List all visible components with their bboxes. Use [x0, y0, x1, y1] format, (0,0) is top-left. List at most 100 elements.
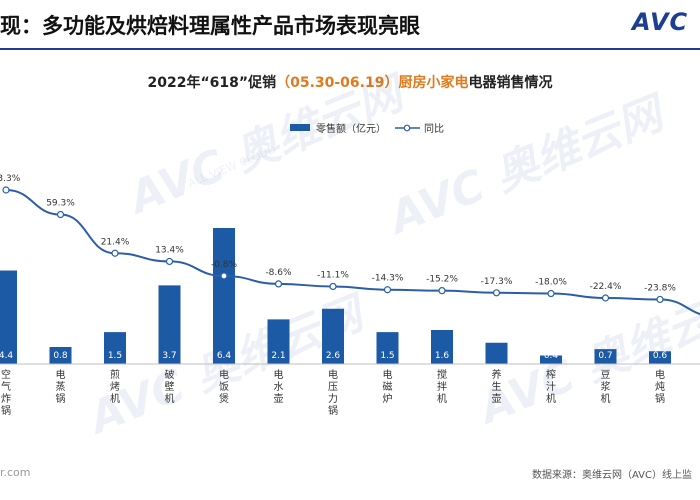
category-label-char: 养: [492, 368, 502, 381]
category-label-char: 机: [601, 392, 611, 405]
header: 现：多功能及烘焙料理属性产品市场表现亮眼 AVC: [0, 0, 700, 56]
category-label-char: 炉: [383, 393, 393, 405]
yoy-point-5: [274, 280, 283, 288]
category-label-10: 榨汁机: [546, 368, 556, 405]
page-title: 现：多功能及烘焙料理属性产品市场表现亮眼: [0, 14, 420, 38]
category-label-2: 煎烤机: [110, 368, 120, 405]
bar-12: [649, 351, 671, 364]
category-label-char: 气: [1, 380, 11, 393]
category-label-char: 煲: [219, 392, 229, 405]
yoy-label-6: -11.1%: [317, 270, 349, 280]
yoy-line: [5, 189, 700, 315]
yoy-label-5: -8.6%: [265, 268, 292, 278]
category-label-3: 破壁机: [165, 368, 175, 405]
yoy-label-0: 83.3%: [0, 174, 21, 184]
category-label-1: 电蒸锅: [56, 368, 66, 405]
category-label-12: 电炖锅: [655, 368, 665, 405]
yoy-point-1: [56, 210, 65, 219]
category-label-char: 锅: [1, 405, 11, 417]
category-label-char: 榨: [546, 368, 556, 381]
category-label-char: 机: [110, 392, 120, 405]
footer-left: r.com: [0, 466, 31, 479]
bar-value-label-8: 1.6: [435, 351, 450, 361]
category-label-8: 搅拌机: [437, 368, 447, 405]
category-label-char: 电: [328, 368, 338, 381]
category-label-char: 炖: [655, 380, 665, 393]
category-label-char: 电: [383, 368, 393, 381]
bar-11: [594, 349, 617, 364]
legend-bar-swatch: [290, 124, 310, 131]
yoy-point-8: [438, 287, 446, 295]
category-label-char: 拌: [437, 380, 447, 393]
yoy-label-11: -22.4%: [590, 282, 622, 292]
data-source: 数据来源：奥维云网（AVC）线上监: [531, 470, 692, 481]
bar-4: [213, 228, 235, 364]
yoy-label-2: 21.4%: [101, 237, 130, 247]
yoy-label-1: 59.3%: [46, 199, 75, 209]
yoy-point-3: [165, 257, 174, 266]
category-label-char: 浆: [601, 380, 611, 393]
category-label-char: 电: [56, 368, 66, 381]
legend-bar-label: 零售额（亿元）: [316, 122, 386, 135]
category-label-9: 养生壶: [492, 368, 502, 405]
bar-10: [540, 355, 562, 364]
bar-value-label-1: 0.8: [53, 351, 68, 361]
yoy-point-12: [656, 295, 664, 304]
category-label-0: 空气炸锅: [1, 368, 11, 417]
category-label-char: 汁: [546, 380, 556, 393]
bar-0: [0, 270, 17, 364]
category-label-char: 壁: [165, 380, 175, 393]
avc-logo: AVC: [632, 8, 689, 36]
category-label-char: 机: [546, 392, 556, 405]
bar-value-label-3: 3.7: [162, 351, 176, 361]
category-label-char: 生: [492, 380, 502, 393]
yoy-point-10: [547, 289, 555, 298]
category-label-5: 电水壶: [274, 368, 284, 405]
category-label-char: 搅: [437, 368, 447, 381]
yoy-label-12: -23.8%: [644, 283, 676, 293]
category-label-char: 壶: [492, 392, 502, 405]
header-divider: [0, 48, 700, 50]
yoy-point-6: [329, 282, 337, 291]
category-label-char: 饭: [219, 381, 229, 393]
category-label-char: 锅: [56, 393, 66, 405]
yoy-label-9: -17.3%: [481, 277, 513, 287]
bar-5: [267, 319, 290, 364]
bar-3: [158, 285, 181, 364]
category-label-4: 电饭煲: [219, 368, 229, 405]
yoy-label-10: -18.0%: [535, 278, 567, 288]
yoy-point-4: [220, 272, 228, 280]
legend-line-label: 同比: [424, 123, 444, 135]
category-label-char: 破: [165, 368, 175, 381]
category-label-11: 豆浆机: [601, 369, 611, 405]
yoy-label-8: -15.2%: [426, 275, 458, 285]
category-label-char: 电: [655, 368, 665, 381]
category-label-char: 炸: [1, 393, 11, 405]
yoy-point-9: [492, 289, 501, 297]
bar-2: [104, 332, 126, 364]
category-label-char: 锅: [328, 405, 338, 417]
yoy-point-7: [383, 286, 392, 294]
category-label-char: 电: [274, 368, 284, 381]
category-label-7: 电磁炉: [383, 368, 393, 405]
yoy-point-2: [111, 249, 119, 257]
bar-9: [485, 342, 508, 364]
category-label-char: 烤: [110, 380, 120, 393]
chart-title-part3: 电器销售情况: [468, 75, 553, 91]
category-label-char: 蒸: [56, 381, 66, 393]
bar-value-label-12: 0.6: [653, 351, 668, 361]
bar-value-label-2: 1.5: [108, 351, 122, 361]
bar-value-label-4: 6.4: [217, 351, 232, 361]
chart-title: 2022年“618”促销（05.30-06.19）厨房小家电电器销售情况: [0, 72, 700, 92]
bar-6: [322, 308, 344, 364]
bar-7: [376, 332, 399, 364]
category-label-char: 磁: [383, 380, 393, 393]
yoy-point-0: [2, 186, 10, 194]
bar-value-label-7: 1.5: [380, 351, 394, 361]
category-label-char: 机: [437, 392, 447, 405]
category-label-char: 机: [165, 392, 175, 405]
bar-8: [431, 330, 453, 364]
bar-value-label-0: 4.4: [0, 351, 13, 361]
yoy-label-3: 13.4%: [155, 245, 184, 255]
category-label-char: 水: [274, 381, 284, 393]
